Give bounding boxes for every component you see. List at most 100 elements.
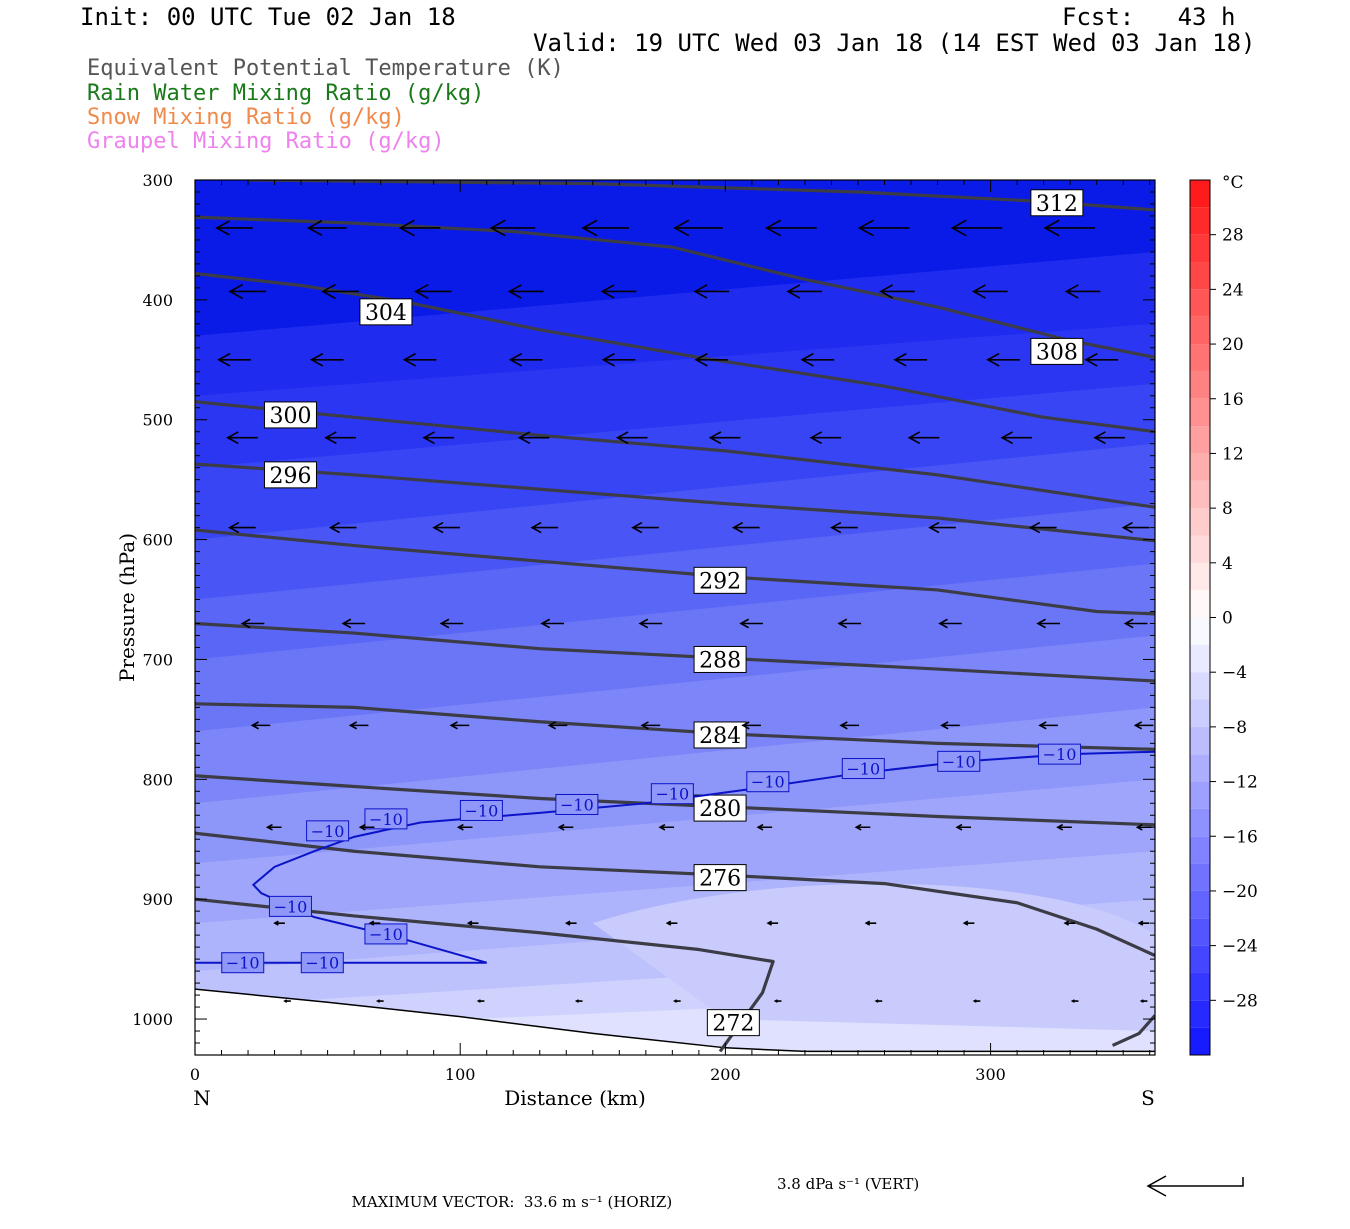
y-tick-label: 500 — [142, 411, 173, 430]
colorbar-swatch — [1190, 863, 1210, 891]
wind-arrow — [564, 920, 577, 926]
temp-label-box — [937, 750, 981, 772]
y-tick-label: 400 — [142, 291, 173, 310]
wind-arrow — [1036, 618, 1060, 629]
colorbar-swatch — [1190, 180, 1210, 208]
y-tick-label: 600 — [142, 531, 173, 550]
wind-arrow — [402, 352, 437, 367]
colorbar-label: −4 — [1222, 663, 1247, 683]
wind-arrow — [938, 618, 962, 629]
wind-arrow — [476, 999, 485, 1003]
wind-arrow — [739, 618, 763, 629]
wind-arrow — [837, 618, 862, 629]
wind-arrow — [1064, 284, 1101, 299]
wind-arrow — [240, 618, 265, 629]
wind-arrow — [265, 823, 282, 831]
temp-label-box — [555, 793, 599, 815]
colorbar-swatch — [1190, 289, 1210, 317]
theta-e-line — [195, 400, 1155, 509]
wind-arrow — [786, 284, 822, 299]
wind-arrow — [731, 521, 760, 534]
wind-arrow — [250, 721, 271, 730]
legend-rain-water: Rain Water Mixing Ratio (g/kg) — [87, 81, 485, 106]
wind-arrow — [324, 431, 356, 445]
wind-arrow — [950, 219, 1003, 237]
wind-arrow — [217, 352, 251, 367]
colorbar-swatch — [1190, 207, 1210, 235]
wind-arrow — [694, 352, 729, 367]
colorbar-label: 20 — [1222, 335, 1244, 355]
wind-arrow — [1135, 823, 1152, 831]
wind-arrow — [375, 999, 384, 1003]
y-tick-label: 1000 — [132, 1010, 173, 1029]
wind-arrow — [1123, 618, 1148, 629]
theta-e-line — [195, 774, 1155, 827]
temperature-contours: −10 −10 −10 −10 −10 −10 −10 −10 −10 −10 −10 −10 −10 — [195, 743, 1155, 974]
wind-arrow — [773, 999, 782, 1003]
wind-arrow — [864, 920, 877, 926]
valid-time: Valid: 19 UTC Wed 03 Jan 18 (14 EST Wed … — [533, 29, 1256, 57]
colorbar-label: 4 — [1222, 554, 1233, 574]
wind-arrow — [800, 352, 835, 367]
wind-arrow — [601, 352, 636, 367]
colorbar-swatch — [1190, 1000, 1210, 1028]
wind-arrow — [600, 284, 637, 299]
theta-e-label: 312 — [1036, 192, 1078, 217]
wind-arrow — [507, 284, 544, 299]
colorbar-swatch — [1190, 262, 1210, 290]
wind-arrow — [547, 721, 568, 730]
colorbar-swatch — [1190, 972, 1210, 1001]
x-end-label-n: N — [193, 1086, 211, 1110]
wind-arrow — [708, 431, 741, 445]
theta-e-label-box — [359, 298, 413, 326]
wind-arrow — [756, 823, 773, 831]
theta-e-label-box — [706, 1009, 760, 1037]
colorbar-label: 12 — [1222, 444, 1244, 464]
wind-arrow — [328, 521, 357, 534]
temp-contour-label: −10 — [305, 954, 339, 973]
colorbar-swatch — [1190, 754, 1210, 782]
y-axis-label: Pressure (hPa) — [115, 533, 139, 682]
shade-band — [592, 883, 1155, 1032]
max-vector-vert: 3.8 dPa s⁻¹ (VERT) — [777, 1175, 920, 1193]
wind-arrow — [839, 721, 860, 730]
temp-label-box — [364, 808, 408, 830]
theta-e-label: 280 — [699, 797, 741, 822]
temp-contour-label: −10 — [274, 897, 308, 916]
wind-arrow — [1038, 721, 1058, 730]
wind-arrow — [673, 219, 723, 237]
wind-arrow — [1093, 431, 1125, 445]
temp-label-box — [650, 783, 694, 805]
wind-arrow — [638, 618, 663, 629]
wind-arrow — [508, 352, 543, 367]
colorbar-swatch — [1190, 480, 1210, 509]
colorbar-swatch — [1190, 535, 1210, 563]
theta-e-label: 288 — [699, 648, 741, 673]
wind-arrow — [439, 618, 464, 629]
y-tick-label: 700 — [142, 650, 173, 669]
temp-label-box — [841, 758, 885, 780]
wind-arrow — [766, 920, 779, 926]
wind-arrow — [940, 721, 960, 730]
wind-arrow — [874, 999, 883, 1003]
colorbar-swatch — [1190, 316, 1210, 345]
theta-e-line — [195, 215, 1155, 359]
colorbar-label: 24 — [1222, 280, 1244, 300]
wind-arrow — [309, 352, 344, 367]
colorbar-label: −16 — [1222, 827, 1258, 847]
colorbar-swatch — [1190, 726, 1210, 755]
wind-arrow — [1000, 431, 1033, 445]
theta-e-contours: 312 308 304 300 296 292 288 284 280 276 272 — [195, 180, 1155, 1053]
theta-e-label: 296 — [269, 464, 311, 489]
wind-arrow — [414, 283, 452, 300]
wind-arrow — [955, 823, 972, 831]
colorbar-swatch — [1190, 918, 1210, 946]
terrain-fill — [195, 989, 1155, 1055]
theta-e-label: 300 — [269, 404, 311, 429]
init-time: Init: 00 UTC Tue 02 Jan 18 — [80, 3, 456, 31]
colorbar-label: −12 — [1222, 773, 1258, 793]
wind-arrow — [615, 431, 648, 445]
colorbar-label: −20 — [1222, 882, 1258, 902]
colorbar-swatch — [1190, 644, 1210, 673]
x-tick-label: 200 — [710, 1065, 741, 1084]
